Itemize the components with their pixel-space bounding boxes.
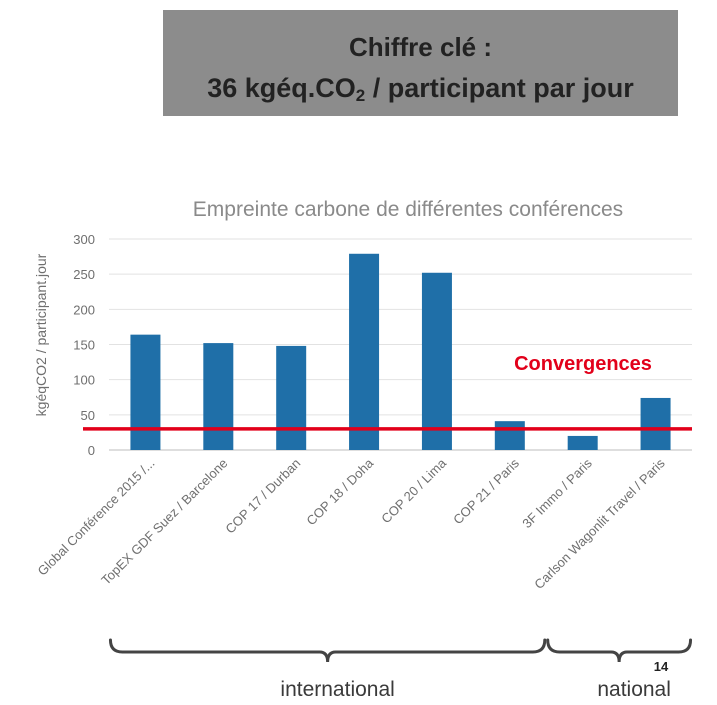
- gridlines: [109, 238, 692, 451]
- y-tick-label: 50: [81, 408, 95, 423]
- x-tick-label: Global Conférence 2015 /...: [35, 456, 158, 579]
- group-label: national: [597, 678, 671, 701]
- chart-title: Empreinte carbone de différentes confére…: [193, 198, 623, 221]
- x-tick-label: Carlson Wagonlit Travel / Paris: [531, 455, 668, 592]
- bar: [130, 334, 161, 450]
- category-groups: international national: [108, 638, 693, 701]
- key-figure-heading: Chiffre clé :: [348, 32, 493, 62]
- bars: [130, 253, 671, 450]
- x-axis-ticks: Global Conférence 2015 /...TopEX GDF Sue…: [35, 455, 669, 592]
- page-number: 14: [654, 659, 669, 674]
- y-axis-label: kgéqCO2 / participant.jour: [33, 253, 49, 416]
- bar: [276, 345, 307, 450]
- x-tick-label: COP 18 / Doha: [303, 455, 376, 528]
- y-tick-label: 300: [73, 232, 95, 247]
- y-axis-ticks: 0 50 100 150 200 250 300: [73, 232, 95, 458]
- key-figure-value: 36 kgéq.CO2 / participant par jour: [163, 72, 678, 104]
- y-tick-label: 150: [73, 338, 95, 353]
- bar: [567, 435, 598, 450]
- reference-line-label: Convergences: [514, 353, 652, 375]
- bar: [494, 421, 525, 450]
- bar: [349, 253, 380, 450]
- key-figure-value-main: 36 kgéq.CO: [207, 73, 356, 103]
- x-tick-label: 3F Immo / Paris: [519, 455, 595, 531]
- key-figure-box: Chiffre clé : 36 kgéq.CO2 / participant …: [163, 10, 678, 116]
- y-tick-label: 250: [73, 267, 95, 282]
- y-tick-label: 200: [73, 302, 95, 317]
- x-tick-label: COP 17 / Durban: [222, 456, 303, 537]
- x-tick-label: TopEX GDF Suez / Barcelone: [98, 456, 230, 588]
- key-figure-value-unit: / participant par jour: [365, 73, 634, 103]
- group-brace: [108, 638, 547, 663]
- group-brace: [546, 638, 693, 663]
- x-tick-label: COP 21 / Paris: [450, 455, 522, 527]
- y-tick-label: 0: [88, 443, 95, 458]
- y-tick-label: 100: [73, 373, 95, 388]
- bar: [203, 343, 234, 450]
- bar: [421, 272, 452, 450]
- group-label: international: [280, 678, 394, 701]
- bar: [640, 397, 671, 450]
- key-figure-subscript: 2: [355, 86, 366, 105]
- x-tick-label: COP 20 / Lima: [378, 455, 449, 526]
